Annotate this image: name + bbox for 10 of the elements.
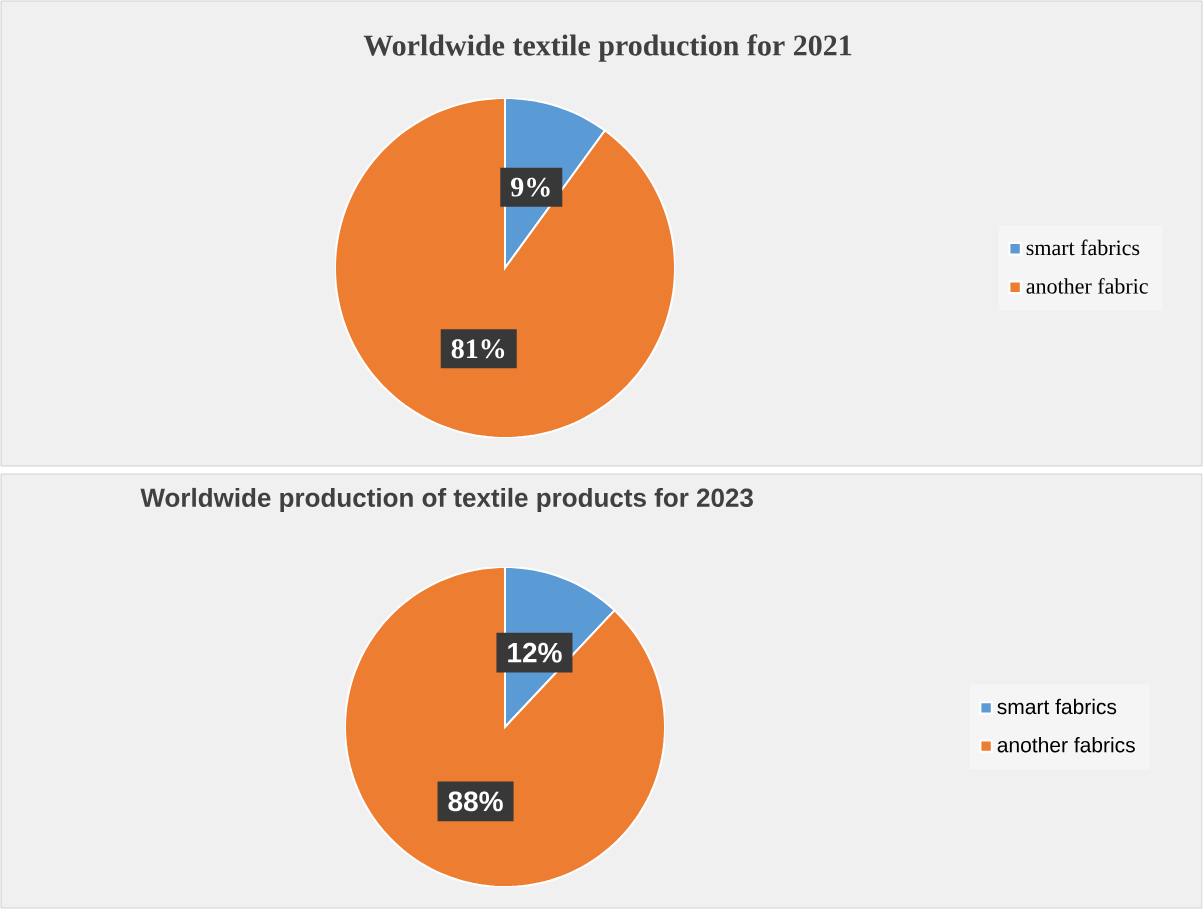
data-label: 81%: [451, 339, 505, 359]
chart-title: Worldwide textile production for 2021: [363, 34, 852, 62]
data-label: 88%: [448, 791, 503, 812]
legend-label: another fabrics: [997, 737, 1135, 753]
legend-label: smart fabrics: [997, 698, 1117, 715]
data-label: 12%: [508, 642, 562, 663]
chart-title: Worldwide production of textile products for 2023: [140, 487, 753, 513]
legend-label: another fabric: [1026, 278, 1148, 294]
data-label: 9%: [511, 177, 550, 197]
legend-label: smart fabrics: [1026, 239, 1140, 256]
